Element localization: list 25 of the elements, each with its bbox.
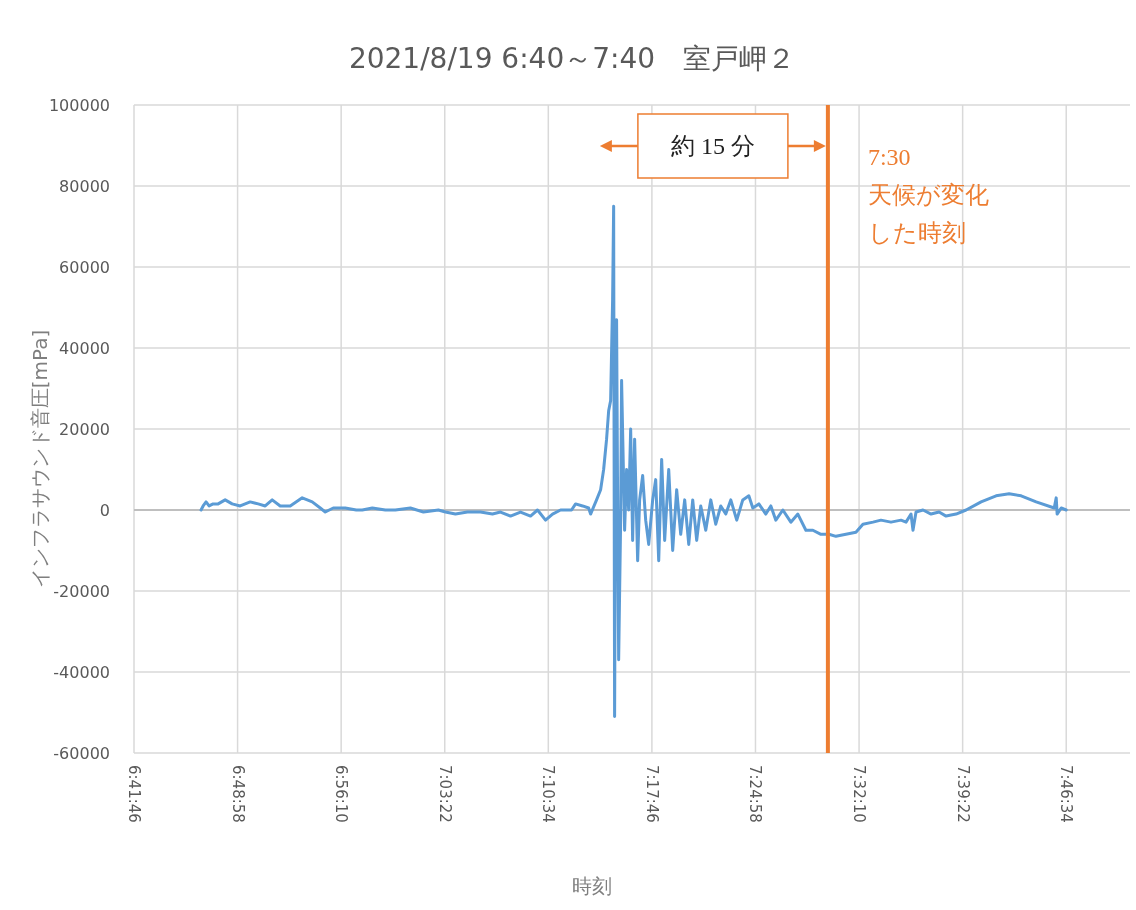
x-tick-label: 7:46:34 — [1057, 765, 1076, 823]
y-tick-label: 80000 — [59, 176, 110, 196]
y-tick-label: 60000 — [59, 257, 110, 277]
x-tick-label: 7:03:22 — [435, 765, 454, 823]
chart-title: 2021/8/19 6:40～7:40 室戸岬２ — [348, 42, 796, 75]
x-tick-label: 7:39:22 — [953, 765, 972, 823]
y-tick-label: 0 — [99, 500, 110, 520]
x-tick-label: 7:32:10 — [850, 765, 869, 823]
y-tick-label: -20000 — [53, 581, 110, 601]
x-tick-label: 7:24:58 — [746, 765, 765, 823]
y-tick-label: 100000 — [48, 95, 110, 115]
ref-line-label: 7:30 — [867, 144, 911, 170]
y-tick-label: -60000 — [53, 743, 110, 763]
x-tick-label: 6:56:10 — [332, 765, 351, 823]
annotation: 天候が変化した時刻 — [867, 182, 989, 246]
annotation: 約 15 分 — [670, 133, 755, 159]
x-axis-title: 時刻 — [572, 874, 612, 898]
y-tick-label: -40000 — [53, 662, 110, 682]
y-axis-title: インフラサウンド音圧[mPa] — [28, 329, 52, 589]
x-tick-label: 7:10:34 — [539, 765, 558, 823]
x-tick-label: 6:41:46 — [125, 765, 143, 823]
y-tick-label: 20000 — [59, 419, 110, 439]
x-tick-label: 7:17:46 — [642, 765, 661, 823]
y-tick-label: 40000 — [59, 338, 110, 358]
x-tick-label: 6:48:58 — [228, 765, 247, 823]
